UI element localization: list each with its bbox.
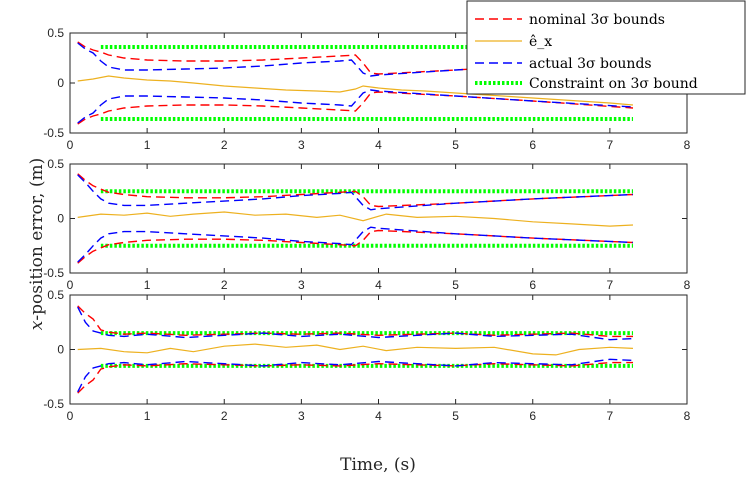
actual-upper-line (77, 306, 634, 341)
x-tick-label: 7 (607, 278, 614, 292)
nominal-lower-line (77, 91, 634, 125)
y-tick-label: -0.5 (43, 126, 64, 140)
axes-box (69, 163, 688, 274)
y-tick-label: -0.5 (43, 397, 64, 411)
x-axis-label: Time, (s) (340, 455, 416, 475)
x-tick-label: 1 (144, 409, 151, 423)
x-tick-label: 1 (144, 138, 151, 152)
x-tick-label: 8 (684, 278, 691, 292)
error-line (77, 75, 634, 106)
panel-2: 0 1 2 3 4 5 6 7 8-0.500.5 (43, 157, 690, 292)
x-tick-label: 6 (529, 409, 536, 423)
x-tick-label: 6 (529, 138, 536, 152)
y-tick-label: 0.5 (47, 157, 64, 171)
actual-upper-line (77, 42, 634, 77)
y-tick-label: 0 (57, 212, 64, 226)
panel-3: 0 1 2 3 4 5 6 7 8-0.500.5 (43, 288, 690, 423)
x-tick-label: 2 (221, 138, 228, 152)
nominal-upper-line (77, 41, 634, 75)
nominal-lower-line (77, 361, 633, 394)
legend-label-4: Constraint on 3σ bound (529, 76, 698, 92)
y-axis-label-rest: -position error, (m) (27, 158, 47, 321)
x-tick-label: 7 (607, 138, 614, 152)
x-tick-label: 1 (144, 278, 151, 292)
x-tick-label: 5 (452, 409, 459, 423)
x-tick-label: 5 (452, 278, 459, 292)
y-tick-label: 0.5 (47, 26, 64, 40)
nominal-lower-line (77, 229, 634, 264)
y-axis-label-var: x (27, 320, 47, 330)
nominal-upper-line (77, 305, 633, 338)
y-axis-label: x-position error, (m) (27, 158, 47, 330)
x-tick-label: 5 (452, 138, 459, 152)
x-tick-label: 2 (221, 278, 228, 292)
y-tick-label: 0.5 (47, 288, 64, 302)
y-tick-label: -0.5 (43, 266, 64, 280)
error-line (77, 343, 634, 356)
x-tick-label: 8 (684, 409, 691, 423)
nominal-upper-line (77, 173, 634, 208)
legend-label-2: ê_x (529, 34, 552, 50)
actual-lower-line (77, 358, 634, 393)
x-tick-label: 8 (684, 138, 691, 152)
x-tick-label: 3 (298, 278, 305, 292)
x-tick-label: 7 (607, 409, 614, 423)
x-tick-label: 4 (375, 409, 382, 423)
legend-label-1: nominal 3σ bounds (529, 12, 665, 28)
legend-label-3: actual 3σ bounds (529, 56, 652, 72)
x-tick-label: 4 (375, 278, 382, 292)
legend-box (466, 0, 746, 95)
actual-lower-line (77, 226, 634, 263)
actual-upper-line (77, 174, 634, 211)
x-tick-label: 0 (67, 138, 74, 152)
x-tick-label: 3 (298, 409, 305, 423)
x-tick-label: 0 (67, 409, 74, 423)
error-line (77, 211, 634, 227)
actual-lower-line (77, 89, 634, 124)
x-tick-label: 2 (221, 409, 228, 423)
x-tick-label: 4 (375, 138, 382, 152)
x-tick-label: 0 (67, 278, 74, 292)
x-tick-label: 6 (529, 278, 536, 292)
x-tick-label: 3 (298, 138, 305, 152)
y-tick-label: 0 (57, 343, 64, 357)
y-tick-label: 0 (57, 76, 64, 90)
